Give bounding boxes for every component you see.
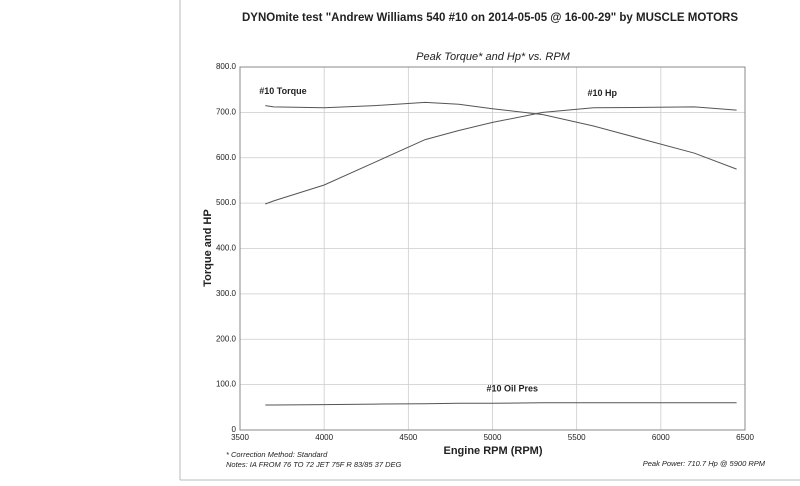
plot-border [239,66,746,431]
y-tick-label: 800.0 [216,62,237,71]
y-tick-label: 600.0 [216,153,237,162]
series-line [265,402,737,406]
x-tick-label: 5500 [568,433,586,442]
x-tick-label: 4500 [399,433,417,442]
x-tick-label: 6000 [652,433,670,442]
chart-subtitle: Peak Torque* and Hp* vs. RPM [416,51,571,63]
chart-title: DYNOmite test "Andrew Williams 540 #10 o… [242,12,738,24]
series-label: #10 Hp [588,88,618,98]
notes: Notes: IA FROM 76 TO 72 JET 75F R 83/85 … [226,460,402,469]
series-line [265,106,737,205]
y-tick-label: 300.0 [216,289,237,298]
series-label: #10 Oil Pres [487,384,539,394]
series-label: #10 Torque [259,86,306,96]
y-tick-label: 200.0 [216,334,237,343]
x-axis-label: Engine RPM (RPM) [444,445,543,457]
y-tick-label: 0 [232,425,237,434]
series-line [265,101,737,170]
x-tick-label: 5000 [484,433,502,442]
y-tick-label: 500.0 [216,198,237,207]
y-axis-label: Torque and HP [202,209,214,286]
peak-note: Peak Power: 710.7 Hp @ 5900 RPM [643,459,766,468]
x-tick-label: 4000 [315,433,333,442]
x-tick-label: 6500 [736,433,754,442]
y-tick-label: 400.0 [216,244,237,253]
y-tick-label: 100.0 [216,380,237,389]
footnote: * Correction Method: Standard [226,450,328,459]
x-tick-label: 3500 [231,433,249,442]
y-tick-label: 700.0 [216,107,237,116]
